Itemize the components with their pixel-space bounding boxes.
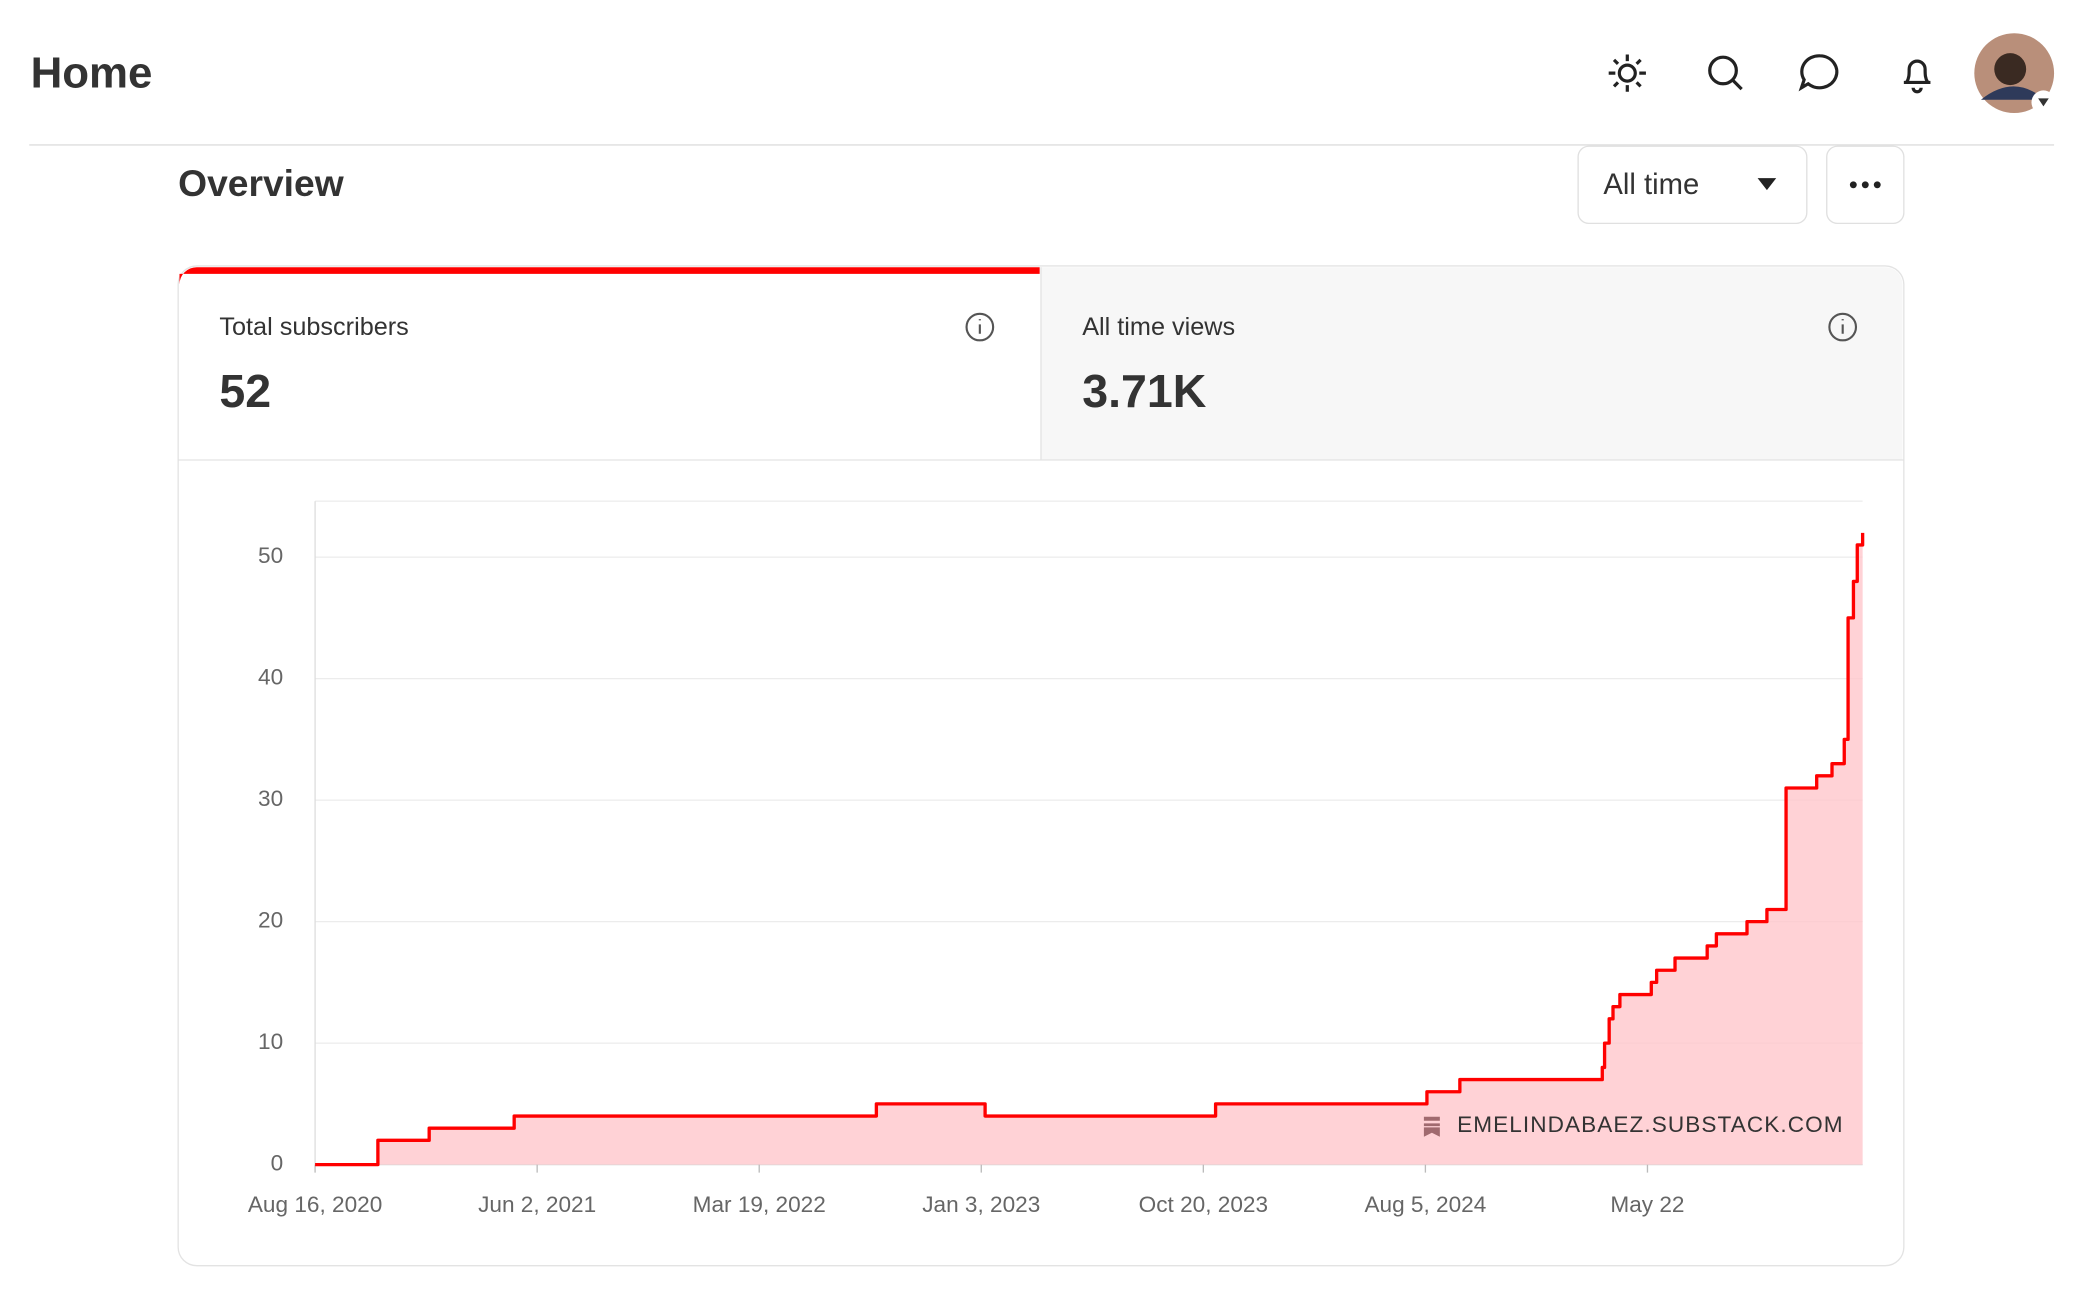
area (315, 532, 1863, 1165)
search-button[interactable] (1708, 55, 1743, 91)
x-tick-label: Jan 3, 2023 (922, 1192, 1040, 1217)
x-tick-label: Oct 20, 2023 (1139, 1192, 1268, 1217)
info-icon[interactable] (1828, 312, 1858, 342)
card (177, 265, 1905, 1267)
stat-label: Total subscribers (219, 313, 408, 341)
x-tick-label: May 22 (1610, 1192, 1684, 1217)
y-tick-label: 20 (258, 908, 283, 933)
plot: 0 10 20 30 40 50 Aug 16, 2020 Jun 2, 2021 Mar 19… (248, 500, 1865, 1217)
watermark-icon (1423, 1116, 1440, 1137)
theme-button[interactable] (1608, 54, 1646, 92)
active-tab-bar (179, 267, 1040, 285)
stat-value: 3.71K (1082, 365, 1207, 417)
subscribers-tab[interactable]: Total subscribers 52 (219, 313, 408, 417)
info-icons (965, 312, 1858, 342)
y-tick-label: 0 (271, 1151, 284, 1176)
x-tick-label: Aug 16, 2020 (248, 1192, 382, 1217)
x-tick-label: Aug 5, 2024 (1364, 1192, 1486, 1217)
watermark: EMELINDABAEZ.SUBSTACK.COM (1457, 1112, 1843, 1137)
y-tick-label: 30 (258, 786, 283, 811)
range-dropdown[interactable]: All time (1577, 145, 1808, 225)
y-tick-label: 10 (258, 1029, 283, 1054)
line (315, 532, 1865, 1167)
x-tick-label: Mar 19, 2022 (693, 1192, 826, 1217)
section-title: Overview (178, 162, 345, 204)
toolbar-icons (1608, 54, 1931, 94)
y-tick-label: 50 (258, 543, 283, 568)
info-icon[interactable] (965, 312, 995, 342)
more-button[interactable] (1826, 145, 1905, 225)
x-tick-label: Jun 2, 2021 (478, 1192, 596, 1217)
range-label: All time (1603, 169, 1699, 201)
y-tick-label: 40 (258, 665, 283, 690)
page-title: Home (31, 48, 153, 97)
views-tab[interactable] (1040, 267, 1903, 461)
notifications-button[interactable] (1903, 59, 1931, 94)
chat-button[interactable] (1798, 54, 1839, 92)
stat-value: 52 (219, 365, 271, 417)
stat-label: All time views (1082, 313, 1235, 341)
avatar[interactable] (1974, 33, 2056, 115)
